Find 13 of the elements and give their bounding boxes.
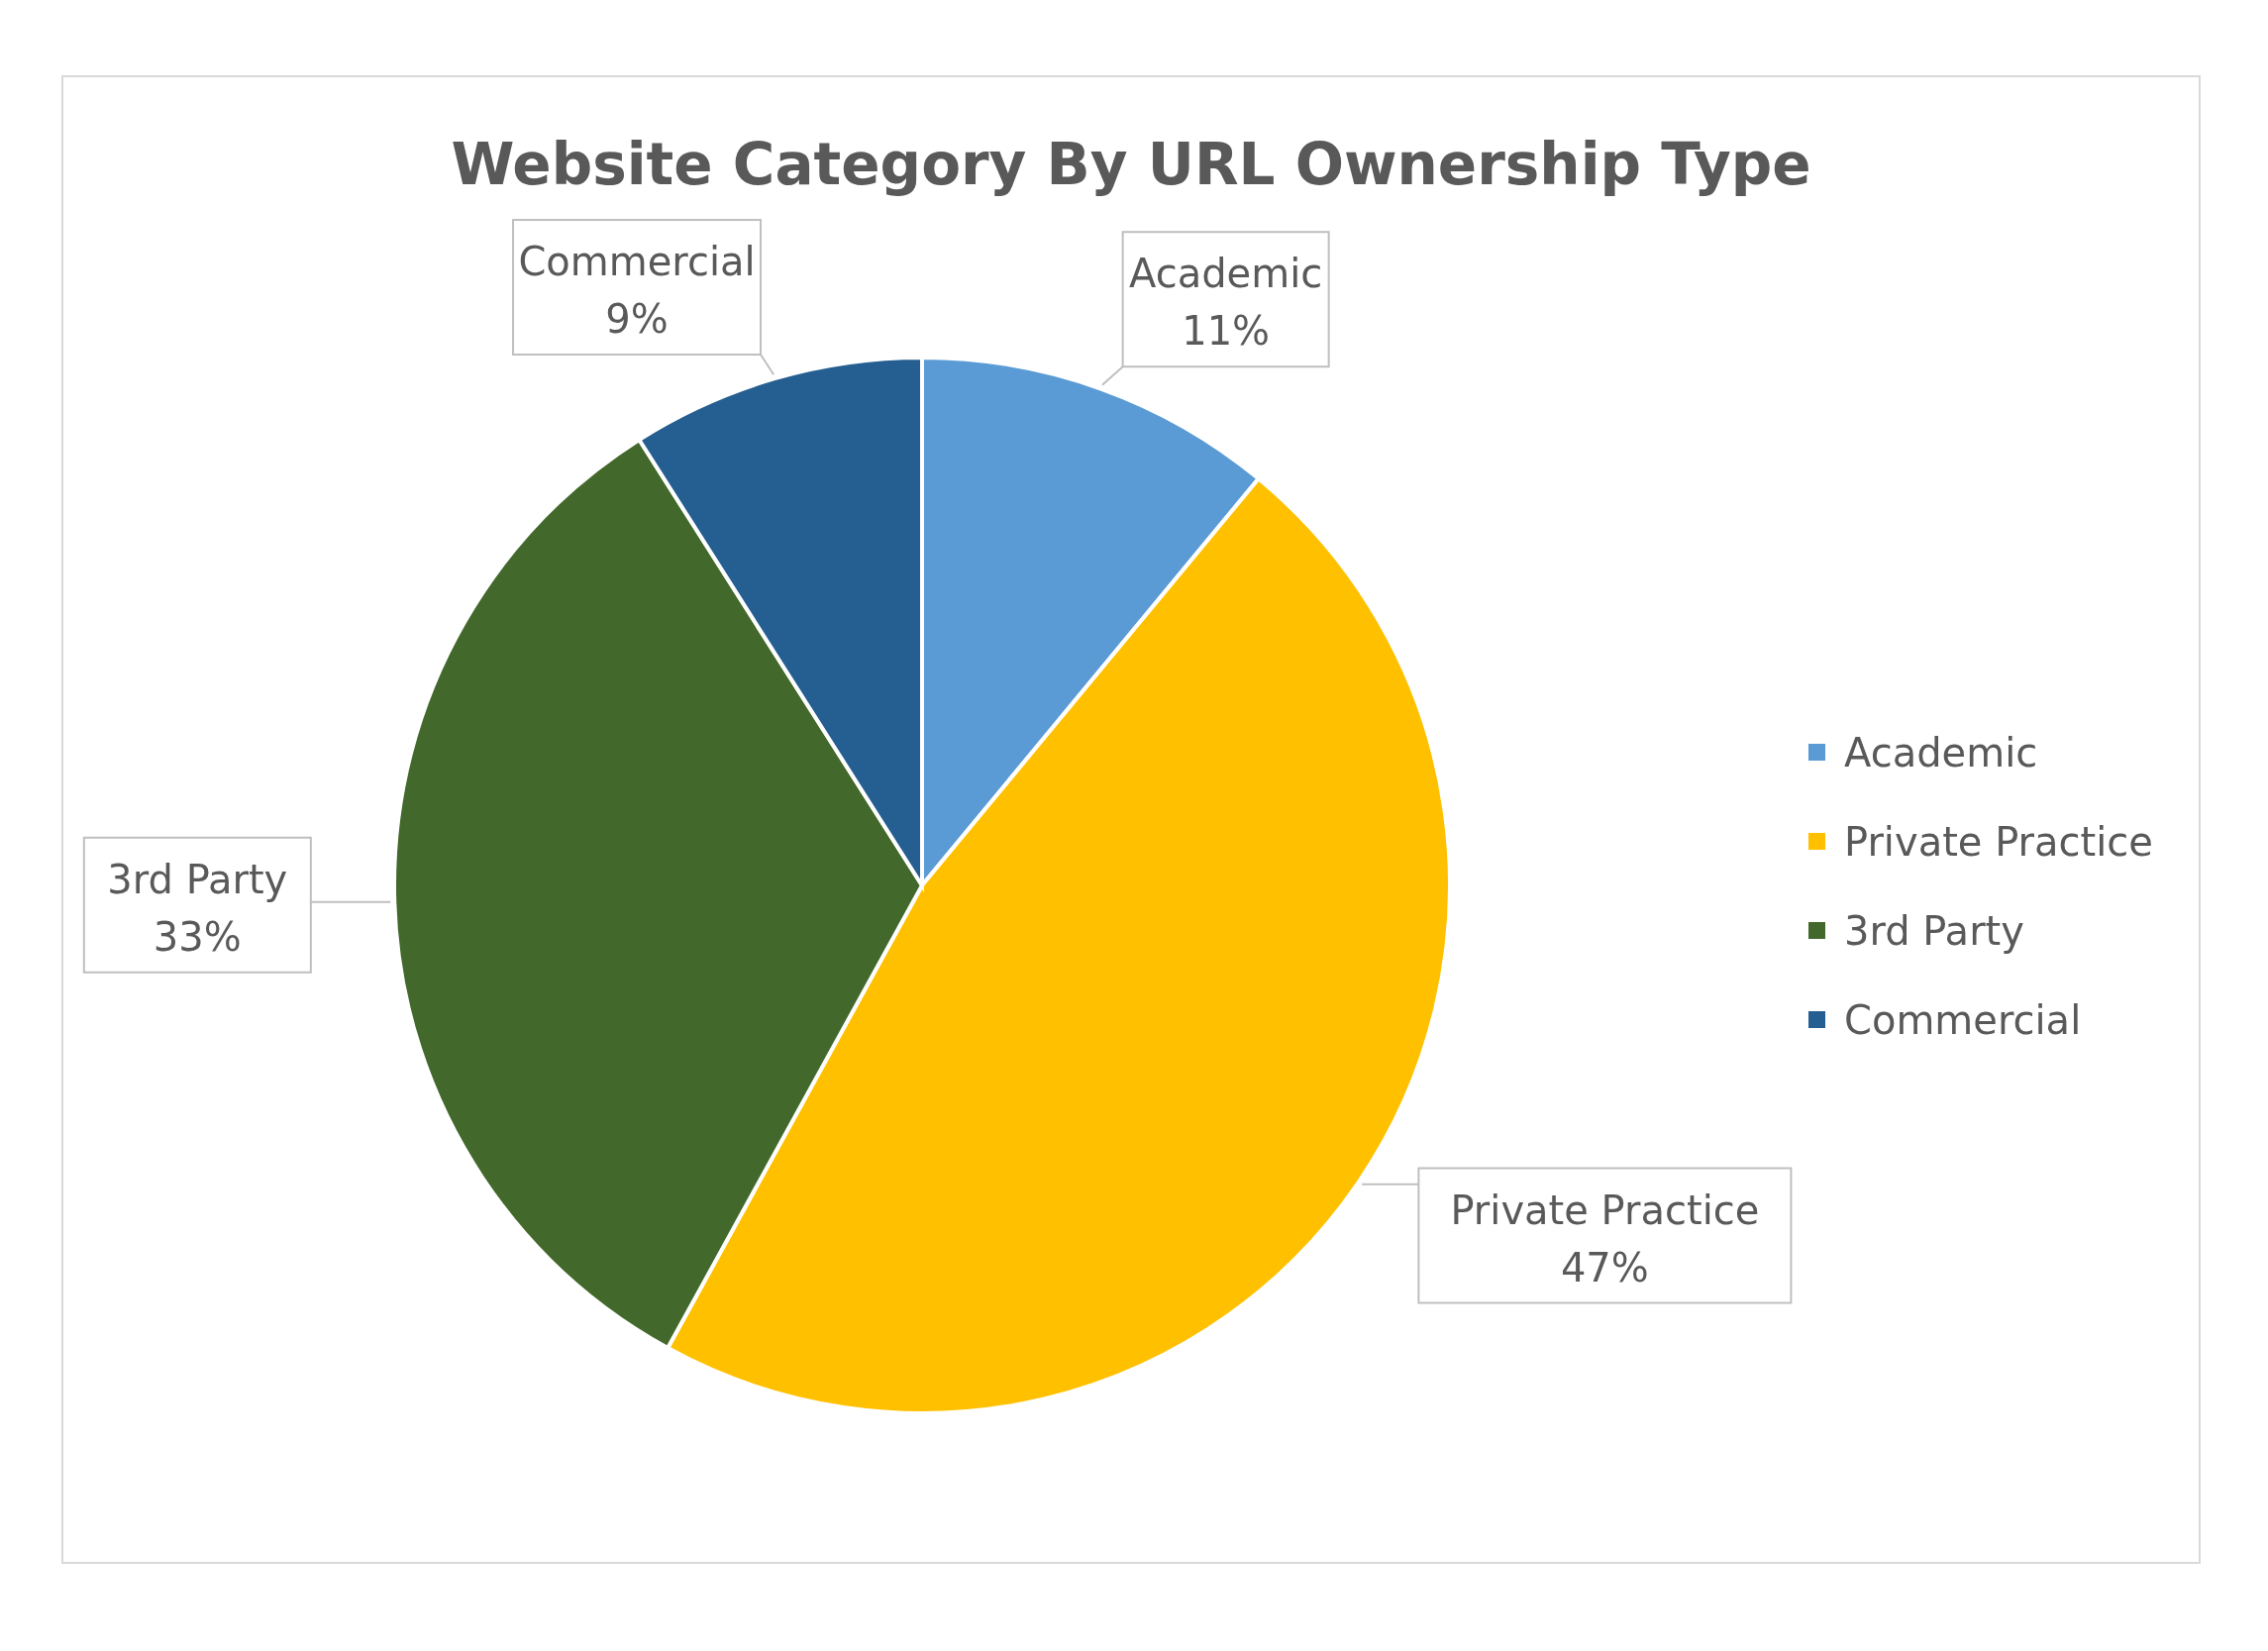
- data-label: 9%: [605, 296, 669, 343]
- slice-label: Private Practice: [1450, 1187, 1760, 1233]
- data-label: 33%: [153, 913, 242, 960]
- data-label: 47%: [1560, 1244, 1649, 1290]
- legend-label: 3rd Party: [1844, 908, 2024, 954]
- slice-label: 3rd Party: [107, 856, 288, 902]
- legend-label: Academic: [1844, 730, 2038, 775]
- slice-label: Academic: [1129, 251, 1323, 297]
- legend-label: Commercial: [1844, 997, 2082, 1043]
- slice-label: Commercial: [518, 239, 756, 285]
- legend-label: Private Practice: [1844, 819, 2153, 865]
- data-label: 11%: [1182, 308, 1271, 355]
- chart-title: Website Category By URL Ownership Type: [451, 131, 1811, 198]
